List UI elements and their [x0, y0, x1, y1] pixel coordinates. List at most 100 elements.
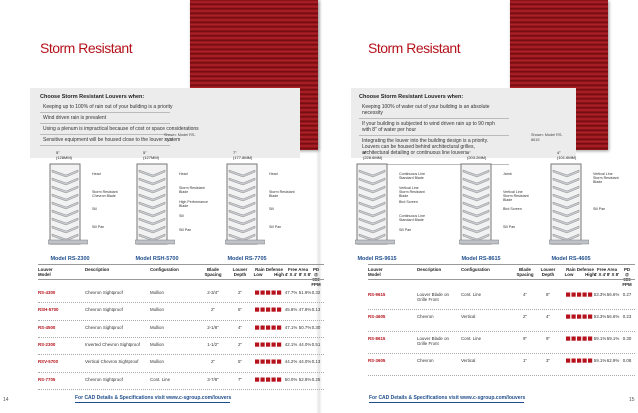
louver-section [355, 163, 395, 245]
dimension-metric: (203.2MM) [467, 155, 487, 160]
diagram-label: Sill Pan [92, 224, 105, 229]
blade [462, 233, 490, 242]
rating-square [577, 292, 582, 297]
row-spacing: 4" [522, 292, 528, 297]
rating-square [260, 290, 265, 295]
row-free-area-4x4: 53.3% [593, 314, 607, 319]
row-depth: 9" [545, 336, 551, 341]
blade [138, 201, 166, 210]
rating-square [582, 314, 587, 319]
row-depth: 5" [237, 307, 243, 313]
rating-squares [255, 325, 282, 330]
blade [138, 225, 166, 234]
rating-square [260, 377, 265, 382]
row-free-area-8x8: 44.0% [298, 359, 312, 365]
rating-square [260, 342, 265, 347]
table-header: Louver Depth [232, 267, 248, 277]
row-rule [38, 319, 324, 321]
table-header: Free Area [596, 267, 618, 272]
table-header: Louver Model [38, 267, 53, 277]
rating-square [588, 292, 593, 297]
rating-square [566, 358, 571, 363]
blade [358, 185, 386, 194]
diagram-label: Storm Resistant Chevron Blade [92, 189, 118, 198]
row-model: RS-7705 [38, 376, 56, 382]
callout-bullet: Keeping up to 100% of rain out of your b… [43, 104, 173, 110]
row-description: Chevron [417, 358, 434, 363]
sill-pan [549, 239, 589, 245]
row-free-area-8x8: 47.9% [298, 307, 312, 313]
rating-square [571, 358, 576, 363]
bullet-rule [40, 123, 170, 124]
rating-square [266, 359, 271, 364]
blade [51, 201, 79, 210]
row-spacing: 2" [522, 314, 528, 319]
row-model: RS-2300 [38, 341, 56, 347]
row-free-area-8x8: 56.6% [606, 292, 620, 297]
callout-heading: Choose Storm Resistant Louvers when: [40, 94, 145, 100]
row-rule [38, 388, 324, 390]
page-number: 15 [629, 397, 635, 403]
louver-section [135, 163, 175, 245]
row-description: Chevron Sightproof [85, 290, 123, 295]
row-spacing: 1" [522, 358, 528, 363]
table-header: Louver Model [368, 267, 383, 277]
row-free-area-8x8: 51.9% [298, 290, 312, 295]
model-label: Model RS-2300 [50, 256, 90, 262]
footer-rule [75, 402, 230, 403]
dimension-metric: (177.8MM) [233, 155, 253, 160]
row-configuration: Cont. Line [461, 336, 482, 341]
rating-square [255, 359, 260, 364]
row-description: Chevron Sightproof [85, 307, 123, 313]
row-rule [38, 371, 324, 373]
row-model: RS-8615 [368, 336, 386, 341]
callout-heading: Choose Storm Resistant Louvers when: [359, 94, 464, 100]
diagram-label: Sill Pan [269, 224, 282, 229]
diagram-label: Vertical Line Storm Resistant Blade [593, 172, 619, 184]
rating-square [277, 377, 282, 382]
diagram-label: Vertical Line Storm Resistant Blade [399, 186, 425, 198]
rating-square [582, 358, 587, 363]
diagram-label: Head [179, 172, 188, 176]
blade [51, 217, 79, 226]
rating-square [260, 307, 265, 312]
row-configuration: Vertical [461, 314, 476, 319]
rating-square [255, 377, 260, 382]
row-rule [368, 375, 635, 376]
diagram-label: Bird Screen [399, 200, 418, 204]
rain-defense-rating [566, 336, 593, 341]
blade [552, 217, 580, 226]
row-free-area-8x8: 62.9% [606, 358, 620, 363]
table-header: Blade Spacing [516, 267, 534, 277]
blade [358, 225, 386, 234]
row-pd: 0.13 [311, 359, 321, 365]
table-subheader: 4' X 4' [284, 272, 298, 277]
blade [228, 177, 256, 186]
rating-square [566, 336, 571, 341]
table-subheader: High [274, 272, 284, 277]
dimension-metric: (228.6MM) [363, 155, 383, 160]
diagram-label: Sill [179, 214, 184, 218]
diagram-label: Continuous Line Standard Blade [399, 214, 425, 222]
dimension: 7" [233, 150, 237, 155]
table-header: Description [85, 267, 110, 272]
blade [462, 177, 490, 186]
blade [51, 233, 79, 242]
row-configuration: Cont. Line [461, 292, 482, 297]
blade [358, 177, 386, 186]
row-free-area-8x8: 52.8% [298, 376, 312, 382]
table-header: Configuration [150, 267, 179, 272]
rating-square [588, 314, 593, 319]
blade [51, 225, 79, 234]
row-free-area-8x8: 44.0% [298, 341, 312, 347]
row-free-area-8x8: 59.1% [606, 336, 620, 341]
blade [138, 185, 166, 194]
diagram-label: Sill [269, 207, 274, 211]
row-spacing: 2-3/4" [207, 290, 219, 295]
row-free-area-4x4: 47.7% [284, 290, 298, 295]
dimension-metric: (128MM) [56, 155, 73, 160]
row-free-area-4x4: 59.1% [593, 336, 607, 341]
sill-pan [135, 239, 175, 245]
row-free-area-4x4: 44.2% [284, 359, 298, 365]
table-subheader: High [585, 272, 595, 277]
